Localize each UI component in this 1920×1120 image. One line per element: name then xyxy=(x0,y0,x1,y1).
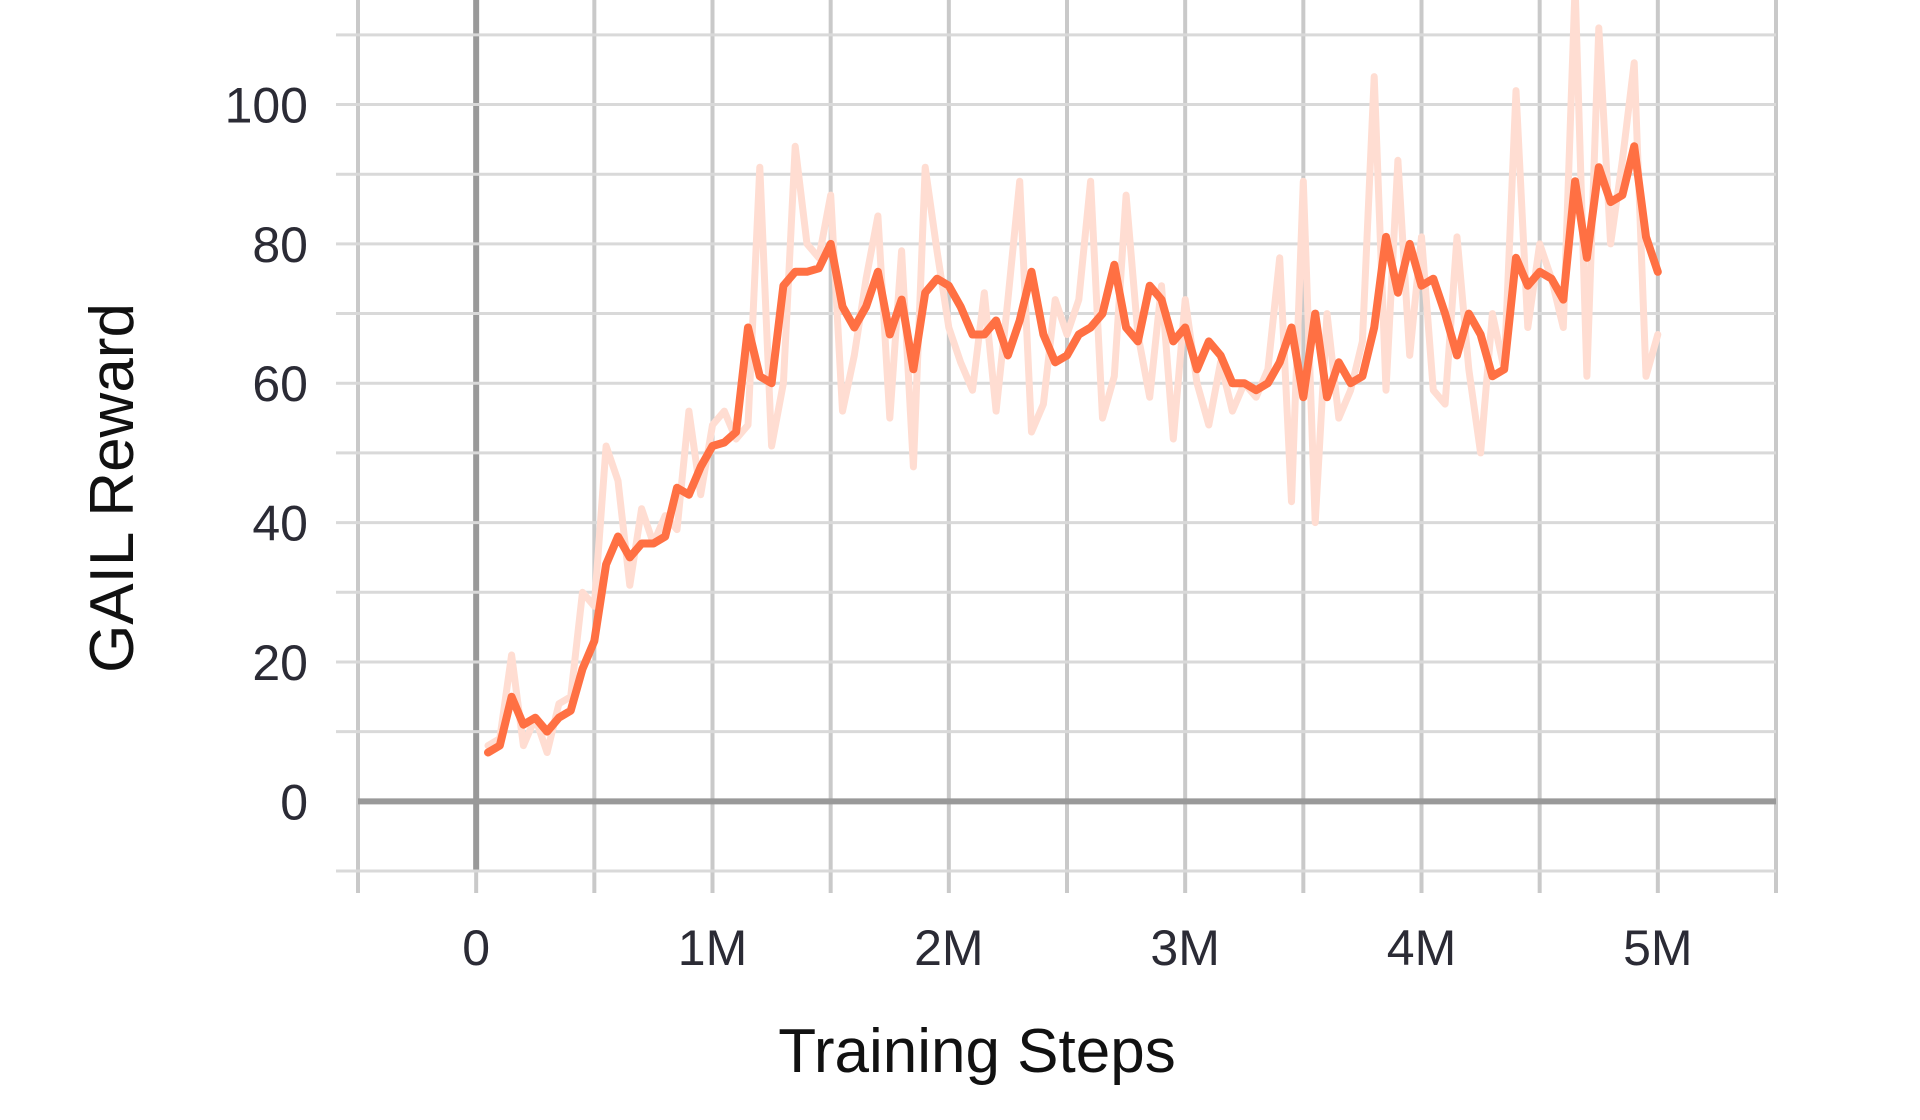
grid xyxy=(336,0,1778,893)
y-tick-label: 0 xyxy=(280,774,308,830)
x-tick-label: 2M xyxy=(914,920,983,976)
y-tick-label: 20 xyxy=(252,635,308,691)
x-tick-labels: 0 1M 2M 3M 4M 5M xyxy=(462,920,1692,976)
y-tick-label: 100 xyxy=(225,78,308,134)
series-lines xyxy=(484,0,1662,757)
y-tick-label: 40 xyxy=(252,496,308,552)
y-tick-label: 80 xyxy=(252,217,308,273)
smoothed-reward-line xyxy=(484,142,1662,757)
x-axis-title: Training Steps xyxy=(778,1017,1175,1086)
raw-reward-line xyxy=(484,0,1662,756)
x-tick-label: 5M xyxy=(1623,920,1692,976)
x-tick-label: 3M xyxy=(1150,920,1219,976)
x-tick-label: 0 xyxy=(462,920,490,976)
x-tick-label: 1M xyxy=(678,920,747,976)
x-tick-label: 4M xyxy=(1387,920,1456,976)
y-tick-labels: 0 20 40 60 80 100 xyxy=(225,78,308,831)
y-axis-title: GAIL Reward xyxy=(78,303,147,673)
y-tick-label: 60 xyxy=(252,356,308,412)
